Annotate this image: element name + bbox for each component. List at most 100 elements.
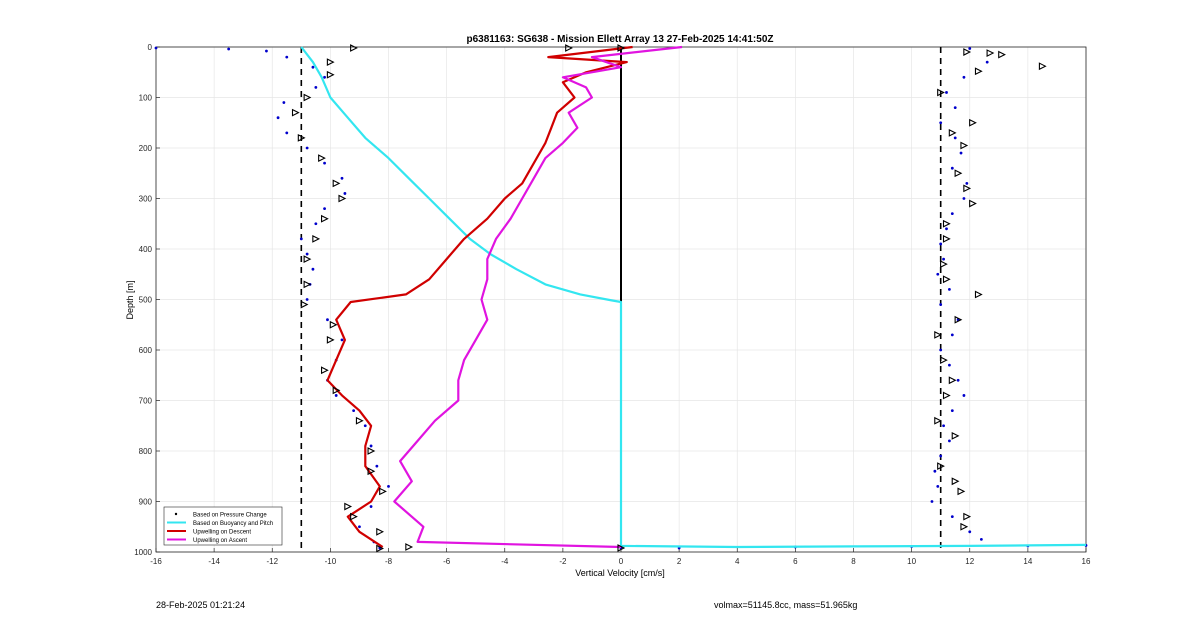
data-point <box>363 424 367 428</box>
x-tick-label: 12 <box>965 557 974 566</box>
series-upwelling-on-ascent <box>393 45 683 549</box>
data-point <box>326 318 329 322</box>
triangle-marker <box>940 260 948 269</box>
triangle-marker <box>321 366 329 375</box>
data-point <box>375 464 379 468</box>
data-point <box>950 212 954 216</box>
triangle-marker <box>986 49 995 57</box>
legend-label: Based on Buoyancy and Pitch <box>193 521 273 527</box>
data-point <box>334 394 338 397</box>
triangle-marker <box>329 320 338 329</box>
data-point <box>323 75 326 79</box>
triangle-marker <box>350 512 358 521</box>
y-tick-label: 0 <box>148 43 153 52</box>
triangle-marker <box>942 219 951 228</box>
data-point <box>953 106 957 109</box>
data-point <box>962 75 966 79</box>
data-point <box>323 207 326 211</box>
data-point <box>276 116 280 120</box>
triangle-marker <box>974 67 983 76</box>
data-point <box>939 348 943 352</box>
footer-timestamp: 28-Feb-2025 01:21:24 <box>156 600 246 610</box>
triangle-marker <box>954 169 963 178</box>
data-point <box>154 46 158 50</box>
triangle-marker <box>326 58 335 67</box>
x-tick-label: -4 <box>501 557 509 566</box>
triangle-marker <box>942 275 951 284</box>
data-point <box>227 47 231 51</box>
triangle-marker <box>617 44 626 52</box>
x-tick-label: -8 <box>385 557 393 566</box>
triangle-marker <box>942 391 951 400</box>
data-point <box>305 298 309 301</box>
data-point <box>950 409 954 412</box>
footer-volmax-mass: volmax=51145.8cc, mass=51.965kg <box>714 600 858 610</box>
series-based-on-buoyancy-and-pitch <box>300 46 1087 549</box>
data-point <box>369 444 373 448</box>
triangle-marker <box>951 431 960 440</box>
data-point <box>959 151 963 155</box>
data-point <box>950 515 954 519</box>
y-tick-label: 300 <box>139 195 153 204</box>
triangle-marker <box>379 487 387 496</box>
x-tick-label: 0 <box>619 557 624 566</box>
triangle-marker <box>355 416 364 425</box>
triangle-marker <box>963 512 972 521</box>
x-tick-label: 16 <box>1082 557 1091 566</box>
data-point <box>323 161 326 165</box>
triangle-marker <box>934 330 943 339</box>
data-point <box>311 65 315 69</box>
x-tick-label: -6 <box>443 557 451 566</box>
triangle-marker <box>998 50 1006 59</box>
triangle-marker <box>957 487 966 496</box>
triangle-marker <box>1038 62 1047 71</box>
data-point <box>956 378 960 382</box>
data-point <box>948 288 951 291</box>
y-tick-label: 100 <box>139 94 153 103</box>
triangle-marker <box>332 386 341 395</box>
data-point <box>314 222 318 226</box>
data-point <box>340 176 344 180</box>
data-point <box>953 136 957 140</box>
triangle-marker <box>948 128 957 137</box>
data-point <box>311 267 315 271</box>
data-point <box>285 55 289 59</box>
triangle-marker <box>942 235 951 243</box>
triangle-marker <box>303 280 312 289</box>
triangle-marker <box>344 502 353 511</box>
triangle-marker <box>303 255 312 263</box>
data-point <box>305 146 309 150</box>
triangle-marker <box>960 522 969 531</box>
data-point <box>968 47 972 50</box>
triangle-marker <box>376 544 385 553</box>
x-axis-label: Vertical Velocity [cm/s] <box>575 568 665 578</box>
triangle-marker <box>405 543 414 551</box>
triangle-marker <box>326 70 335 79</box>
x-tick-label: -10 <box>325 557 337 566</box>
triangle-marker <box>297 134 306 142</box>
y-tick-label: 500 <box>139 296 153 305</box>
x-tick-label: 10 <box>907 557 916 566</box>
data-point <box>942 424 945 428</box>
triangle-marker <box>367 467 376 476</box>
x-tick-label: 4 <box>735 557 740 566</box>
data-point <box>979 537 983 541</box>
x-tick-label: 6 <box>793 557 798 566</box>
triangle-marker <box>951 477 960 486</box>
legend-swatch <box>174 512 178 516</box>
triangle-marker <box>948 376 957 385</box>
triangle-marker <box>332 179 341 188</box>
triangle-marker <box>974 290 983 299</box>
data-point <box>314 86 318 89</box>
data-point <box>948 363 951 367</box>
triangle-marker <box>969 118 977 127</box>
legend-label: Upwelling on Ascent <box>193 538 247 544</box>
triangle-marker <box>937 462 945 471</box>
data-point <box>933 469 937 473</box>
x-tick-label: -16 <box>150 557 162 566</box>
data-point <box>387 484 390 488</box>
triangle-marker <box>367 447 376 455</box>
data-point <box>962 394 966 397</box>
triangle-marker <box>937 88 945 97</box>
data-point <box>340 338 344 342</box>
